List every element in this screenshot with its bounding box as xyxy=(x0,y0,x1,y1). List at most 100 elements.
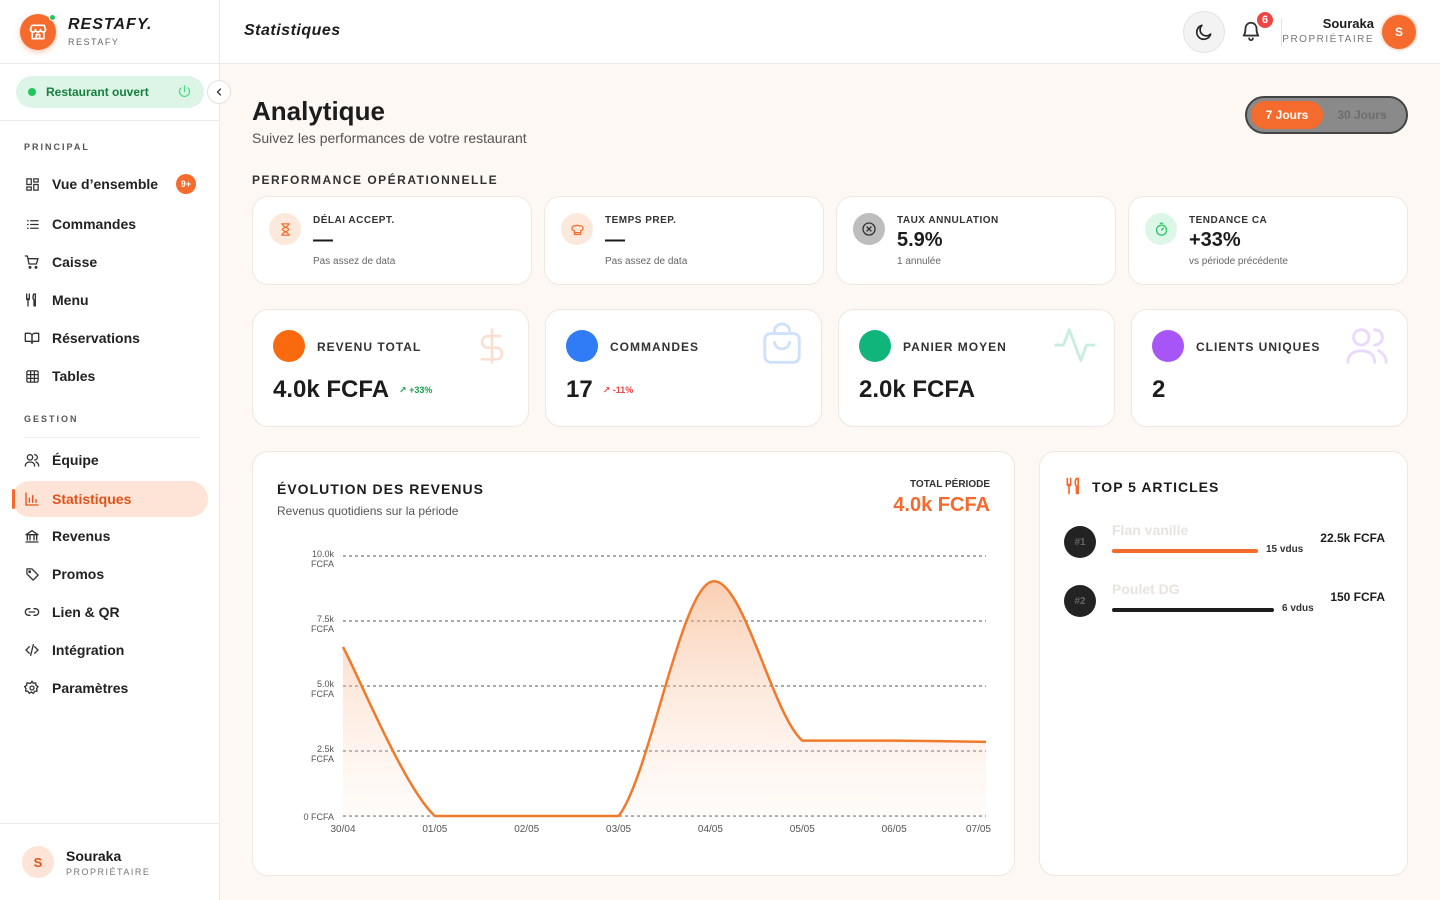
avatar[interactable]: S xyxy=(1382,15,1416,49)
kpi-card-orders: COMMANDES 17 ↗ -11% xyxy=(545,309,822,427)
main-title: Analytique xyxy=(252,96,385,126)
sidebar-item-tables[interactable]: Tables xyxy=(12,358,208,394)
op-card-cancel-rate: TAUX ANNULATION 5.9% 1 annulée xyxy=(836,196,1116,285)
notification-badge: 9+ xyxy=(176,174,196,194)
notifications-button[interactable] xyxy=(1240,20,1264,44)
code-icon xyxy=(24,642,40,658)
y-tick-label: 5.0k xyxy=(317,679,335,689)
sidebar-item-orders[interactable]: Commandes xyxy=(12,206,208,242)
sidebar-item-label: Tables xyxy=(52,368,96,384)
user-name: Souraka xyxy=(66,847,122,864)
period-total-label: TOTAL PÉRIODE xyxy=(909,479,990,490)
store-icon xyxy=(20,13,56,50)
chart-area xyxy=(343,581,986,816)
hourglass-icon xyxy=(269,213,301,245)
op-card-value: 5.9% xyxy=(897,229,943,251)
main-subtitle: Suivez les performances de votre restaur… xyxy=(252,130,527,146)
utensils-icon xyxy=(24,292,40,308)
sidebar-item-label: Revenus xyxy=(52,528,111,544)
section-label: PERFORMANCE OPÉRATIONNELLE xyxy=(252,173,499,187)
kpi-title: COMMANDES xyxy=(610,340,699,354)
sidebar-item-team[interactable]: Équipe xyxy=(12,442,208,478)
kpi-title: PANIER MOYEN xyxy=(903,340,1007,354)
sidebar-item-menu[interactable]: Menu xyxy=(12,282,208,318)
article-price: 150 FCFA xyxy=(1330,590,1385,604)
collapse-sidebar-button[interactable] xyxy=(207,80,231,104)
op-card-sub: vs période précédente xyxy=(1189,256,1288,267)
x-tick-label: 04/05 xyxy=(698,824,723,835)
kpi-card-average-basket: PANIER MOYEN 2.0k FCFA xyxy=(838,309,1115,427)
notification-count-badge: 6 xyxy=(1255,10,1275,30)
top-articles-card: TOP 5 ARTICLES #1 Flan vanille 15 vdus 2… xyxy=(1039,451,1408,876)
table-icon xyxy=(24,368,40,384)
chart-subtitle: Revenus quotidiens sur la période xyxy=(277,504,459,518)
x-tick-label: 30/04 xyxy=(330,824,355,835)
avatar: S xyxy=(22,846,54,878)
period-toggle: 7 Jours 30 Jours xyxy=(1245,96,1408,134)
x-tick-label: 02/05 xyxy=(514,824,539,835)
sidebar-item-overview[interactable]: Vue d’ensemble 9+ xyxy=(12,166,208,202)
top-article-row[interactable]: #2 Poulet DG 6 vdus 150 FCFA xyxy=(1064,581,1385,621)
kpi-value: 2.0k FCFA xyxy=(859,376,976,403)
sidebar-item-promos[interactable]: Promos xyxy=(12,556,208,592)
op-card-sub: Pas assez de data xyxy=(313,256,396,267)
bank-icon xyxy=(24,528,40,544)
moon-icon xyxy=(1195,24,1212,41)
kpi-card-unique-clients: CLIENTS UNIQUES 2 xyxy=(1131,309,1408,427)
period-total-value: 4.0k FCFA xyxy=(893,494,990,516)
section-principal: PRINCIPAL xyxy=(24,142,90,152)
users-icon xyxy=(1343,322,1391,373)
tag-icon xyxy=(24,566,40,582)
kpi-card-total-revenue: REVENU TOTAL 4.0k FCFA ↗ +33% xyxy=(252,309,529,427)
link-icon xyxy=(24,604,40,620)
top-article-row[interactable]: #1 Flan vanille 15 vdus 22.5k FCFA xyxy=(1064,522,1385,562)
sidebar-item-label: Commandes xyxy=(52,216,137,232)
book-icon xyxy=(24,330,40,346)
sidebar-item-link-qr[interactable]: Lien & QR xyxy=(12,594,208,630)
op-card-title: DÉLAI ACCEPT. xyxy=(313,215,395,226)
status-label: Restaurant ouvert xyxy=(46,85,149,99)
op-card-revenue-trend: TENDANCE CA +33% vs période précédente xyxy=(1128,196,1408,285)
cart-icon xyxy=(24,254,40,270)
bell-icon xyxy=(1242,21,1260,42)
period-7-days-button[interactable]: 7 Jours xyxy=(1251,101,1323,129)
brand[interactable]: RESTAFY. RESTAFY xyxy=(0,0,219,64)
x-circle-icon xyxy=(853,213,885,245)
op-card-sub: Pas assez de data xyxy=(605,256,688,267)
kpi-color-dot xyxy=(1152,330,1184,362)
article-name: Poulet DG xyxy=(1112,581,1180,597)
sidebar-item-label: Équipe xyxy=(52,452,99,468)
x-tick-label: 03/05 xyxy=(606,824,631,835)
op-card-value: — xyxy=(313,229,333,251)
top-header: Statistiques 6 Souraka PROPRIÉTAIRE S xyxy=(220,0,1440,64)
dollar-icon xyxy=(472,322,512,375)
article-share-bar xyxy=(1112,608,1274,612)
period-30-days-button[interactable]: 30 Jours xyxy=(1337,108,1387,122)
sidebar-item-revenue[interactable]: Revenus xyxy=(12,518,208,554)
kpi-color-dot xyxy=(566,330,598,362)
y-tick-label: 10.0k xyxy=(312,549,335,559)
section-gestion: GESTION xyxy=(24,414,79,424)
sidebar-item-statistics[interactable]: Statistiques xyxy=(12,481,208,517)
header-user[interactable]: Souraka PROPRIÉTAIRE xyxy=(1282,16,1374,45)
utensils-icon xyxy=(1064,476,1084,501)
grid-icon xyxy=(24,176,40,192)
restaurant-status-toggle[interactable]: Restaurant ouvert xyxy=(16,76,204,108)
sidebar-item-settings[interactable]: Paramètres xyxy=(12,670,208,706)
sidebar-item-cashier[interactable]: Caisse xyxy=(12,244,208,280)
sidebar-item-integration[interactable]: Intégration xyxy=(12,632,208,668)
sidebar-item-reservations[interactable]: Réservations xyxy=(12,320,208,356)
sidebar-user[interactable]: S Souraka PROPRIÉTAIRE xyxy=(0,823,220,900)
op-card-accept-delay: DÉLAI ACCEPT. — Pas assez de data xyxy=(252,196,532,285)
x-tick-label: 07/05 xyxy=(966,824,991,835)
revenue-chart-card: ÉVOLUTION DES REVENUS Revenus quotidiens… xyxy=(252,451,1015,876)
op-card-title: TEMPS PREP. xyxy=(605,215,677,226)
header-user-name: Souraka xyxy=(1322,16,1374,31)
y-tick-unit: FCFA xyxy=(311,559,334,569)
kpi-trend: +33% xyxy=(409,385,433,396)
sidebar-item-label: Menu xyxy=(52,292,89,308)
user-role: PROPRIÉTAIRE xyxy=(66,866,151,877)
sidebar-item-label: Vue d’ensemble xyxy=(52,176,159,192)
y-tick-label: 7.5k xyxy=(317,614,335,624)
theme-toggle-button[interactable] xyxy=(1183,11,1225,53)
